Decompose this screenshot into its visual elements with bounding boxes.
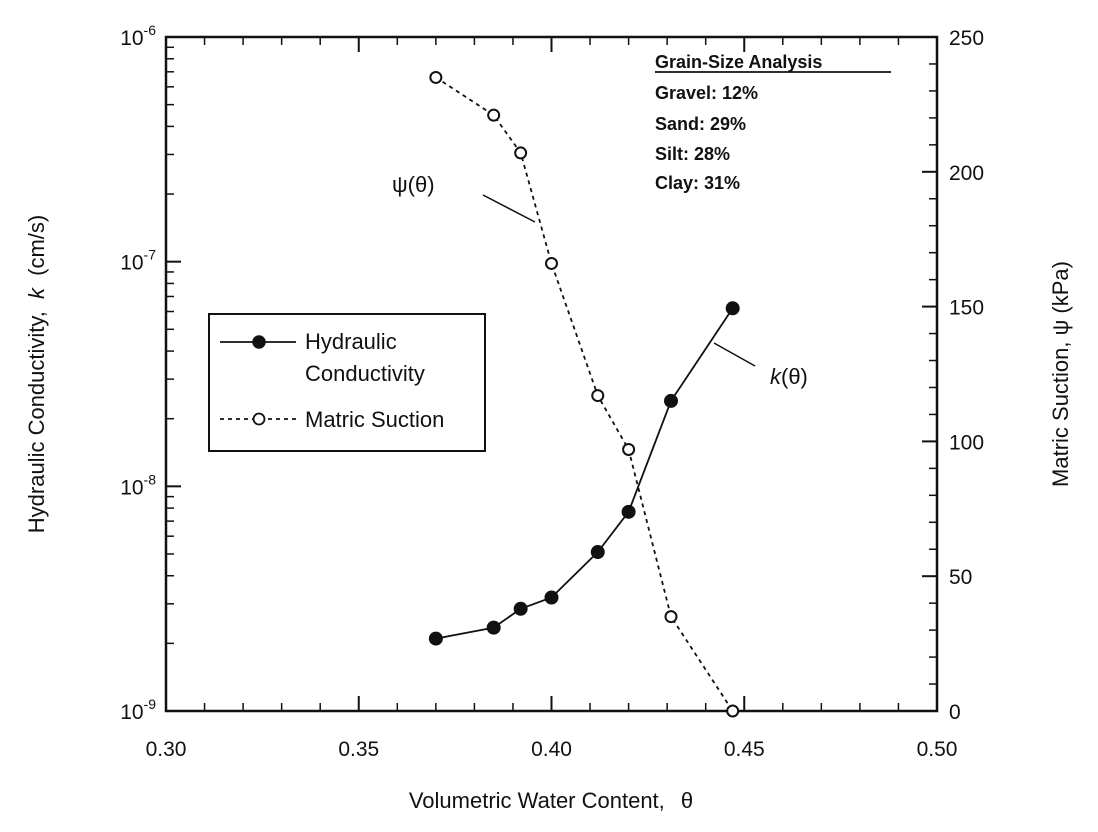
y-right-tick-label: 50 [949,566,972,589]
k-annotation-leader [713,342,756,367]
y-left-ticks: 10-9 10-8 10-7 10-6 [120,22,181,724]
points-hydraulic-conductivity [428,301,740,646]
grain-size-line-sand: Sand: 29% [655,114,746,134]
k-annotation-var: k [770,364,782,389]
point-hydraulic-conductivity [725,301,740,316]
point-hydraulic-conductivity [664,393,679,408]
point-matric-suction [514,146,528,160]
plot-frame [164,35,939,713]
k-annotation-label: k(θ) [770,364,808,389]
x-tick-label: 0.45 [724,738,765,761]
y-left-axis-title-var: k [24,287,49,299]
y-right-ticks: 0 50 100 150 200 250 [922,27,984,724]
point-hydraulic-conductivity [590,545,605,560]
x-tick-label: 0.50 [917,738,958,761]
point-matric-suction [429,70,443,84]
y-left-axis-title: Hydraulic Conductivity, k (cm/s) [24,215,49,533]
y-left-tick-label: 10-7 [120,247,156,275]
y-left-tick-label: 10-9 [120,696,156,724]
x-axis-title: Volumetric Water Content, θ [409,788,693,813]
k-annotation-rest: (θ) [781,364,808,389]
legend-label-hydraulic-1: Hydraulic [305,329,397,354]
y-right-tick-label: 150 [949,297,984,320]
y-right-tick-label: 0 [949,701,961,724]
k-annotation: k(θ) [713,342,808,389]
psi-annotation-leader [482,194,536,223]
y-right-axis-title: Matric Suction, ψ (kPa) [1048,261,1073,487]
point-hydraulic-conductivity [544,590,559,605]
x-axis-title-main: Volumetric Water Content, [409,788,665,813]
grain-size-title: Grain-Size Analysis [655,52,822,72]
grain-size-line-clay: Clay: 31% [655,173,740,193]
y-right-tick-label: 200 [949,162,984,185]
point-matric-suction [545,256,558,270]
point-hydraulic-conductivity [513,601,528,616]
x-tick-label: 0.40 [531,738,572,761]
y-left-tick-exponent: -7 [144,247,157,263]
point-matric-suction [487,108,501,122]
legend-label-matric: Matric Suction [305,407,444,432]
psi-annotation-label: ψ(θ) [392,172,435,197]
x-tick-label: 0.30 [146,738,187,761]
point-matric-suction [726,704,740,718]
y-right-tick-label: 250 [949,27,984,50]
legend-label-hydraulic-2: Conductivity [305,361,425,386]
point-hydraulic-conductivity [428,631,443,646]
psi-annotation: ψ(θ) [392,172,536,223]
y-left-tick-exponent: -9 [144,696,157,712]
point-hydraulic-conductivity [486,620,501,635]
x-axis-title-symbol: θ [681,788,693,813]
y-left-tick-exponent: -6 [144,22,157,38]
points-matric-suction [429,70,740,718]
point-hydraulic-conductivity [621,504,636,519]
legend: Hydraulic Conductivity Matric Suction [208,313,486,452]
y-left-axis-title-prefix: Hydraulic Conductivity, [24,311,49,533]
point-matric-suction [591,389,605,403]
y-left-axis-title-unit: (cm/s) [24,215,49,276]
y-right-tick-label: 100 [949,431,984,454]
grain-size-box: Grain-Size Analysis Gravel: 12% Sand: 29… [655,52,891,193]
point-matric-suction [664,610,678,624]
y-left-tick-exponent: -8 [144,471,157,487]
x-tick-label: 0.35 [338,738,379,761]
y-left-tick-label: 10-6 [120,22,156,50]
grain-size-line-silt: Silt: 28% [655,144,730,164]
point-matric-suction [622,442,636,456]
y-left-tick-label: 10-8 [120,471,156,499]
legend-marker-hydraulic [252,335,266,349]
grain-size-line-gravel: Gravel: 12% [655,83,758,103]
x-minor-ticks [203,37,900,711]
legend-marker-matric [252,412,266,426]
